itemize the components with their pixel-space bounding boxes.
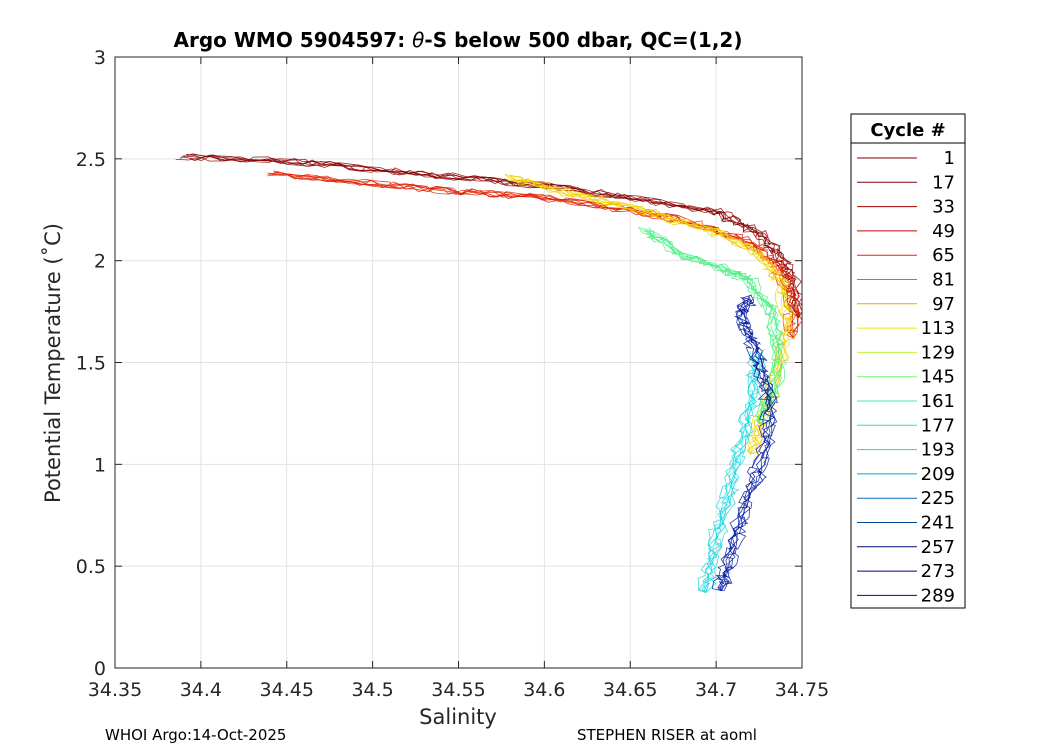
footer-right: STEPHEN RISER at aoml — [577, 726, 757, 744]
y-tick-label: 1.5 — [76, 353, 106, 375]
profile-line — [648, 227, 787, 424]
profile-line — [646, 232, 785, 424]
y-tick-label: 0 — [94, 658, 106, 680]
legend-label: 177 — [921, 415, 955, 436]
legend-label: 193 — [921, 440, 955, 461]
profile-line — [697, 349, 757, 593]
legend-entries: 1 17 33 49 65 81 97 113 129 145 161 177 193 209 225 241… — [857, 148, 955, 606]
y-tick-label: 0.5 — [76, 556, 106, 578]
profile-line — [182, 154, 802, 318]
legend-label: 97 — [932, 294, 955, 315]
profile-line — [703, 355, 764, 593]
profile-line — [697, 351, 759, 593]
legend: Cycle # 1 17 33 49 65 81 97 113 129 145 161 177 193 2… — [850, 113, 966, 609]
x-tick-label: 34.4 — [180, 679, 222, 701]
legend-label: 33 — [932, 197, 955, 218]
x-tick-label: 34.75 — [775, 679, 829, 701]
legend-label: 273 — [921, 561, 955, 582]
profile-line — [510, 177, 789, 455]
legend-label: 209 — [921, 464, 955, 485]
x-tick-label: 34.45 — [260, 679, 314, 701]
profile-line — [721, 298, 778, 591]
y-tick-label: 1 — [94, 454, 106, 476]
legend-box — [850, 113, 966, 609]
legend-label: 113 — [921, 318, 955, 339]
plot-area: 34.35 34.4 34.45 34.5 34.55 34.6 34.65 34.7 34.7… — [76, 47, 829, 701]
legend-label: 225 — [921, 488, 955, 509]
legend-label: 49 — [932, 221, 955, 242]
legend-label: 1 — [944, 148, 955, 169]
y-tick-label: 2 — [94, 251, 106, 273]
x-tick-label: 34.65 — [603, 679, 657, 701]
profile-line — [705, 352, 763, 593]
x-tick-label: 34.7 — [695, 679, 737, 701]
x-axis: 34.35 34.4 34.45 34.5 34.55 34.6 34.65 34.7 34.7… — [88, 57, 829, 701]
x-tick-label: 34.35 — [88, 679, 142, 701]
chart-title: Argo WMO 5904597: θ-S below 500 dbar, QC… — [174, 28, 743, 52]
profile-line — [703, 355, 762, 593]
legend-label: 65 — [932, 245, 955, 266]
profile-line — [721, 295, 778, 591]
profile-traces — [175, 153, 802, 593]
legend-label: 257 — [921, 537, 955, 558]
x-axis-label: Salinity — [419, 705, 497, 729]
profile-line — [715, 297, 770, 591]
legend-title: Cycle # — [870, 120, 945, 141]
legend-label: 129 — [921, 342, 955, 363]
series-6 — [711, 294, 778, 591]
profile-line — [274, 171, 802, 339]
footer-left: WHOI Argo:14-Oct-2025 — [105, 726, 286, 744]
legend-label: 289 — [921, 585, 955, 606]
y-axis-label: Potential Temperature (˚C) — [41, 223, 65, 503]
series-5 — [697, 348, 767, 593]
profile-line — [705, 348, 767, 593]
profile-line — [643, 230, 785, 424]
legend-label: 81 — [932, 270, 955, 291]
legend-label: 17 — [932, 172, 955, 193]
legend-label: 161 — [921, 391, 955, 412]
x-tick-label: 34.6 — [523, 679, 565, 701]
x-tick-label: 34.5 — [351, 679, 393, 701]
legend-label: 241 — [921, 513, 955, 534]
y-axis: 0 0.5 1 1.5 2 2.5 3 — [76, 47, 802, 680]
x-tick-label: 34.55 — [431, 679, 485, 701]
y-tick-label: 3 — [94, 47, 106, 69]
y-tick-label: 2.5 — [76, 149, 106, 171]
legend-label: 145 — [921, 367, 955, 388]
